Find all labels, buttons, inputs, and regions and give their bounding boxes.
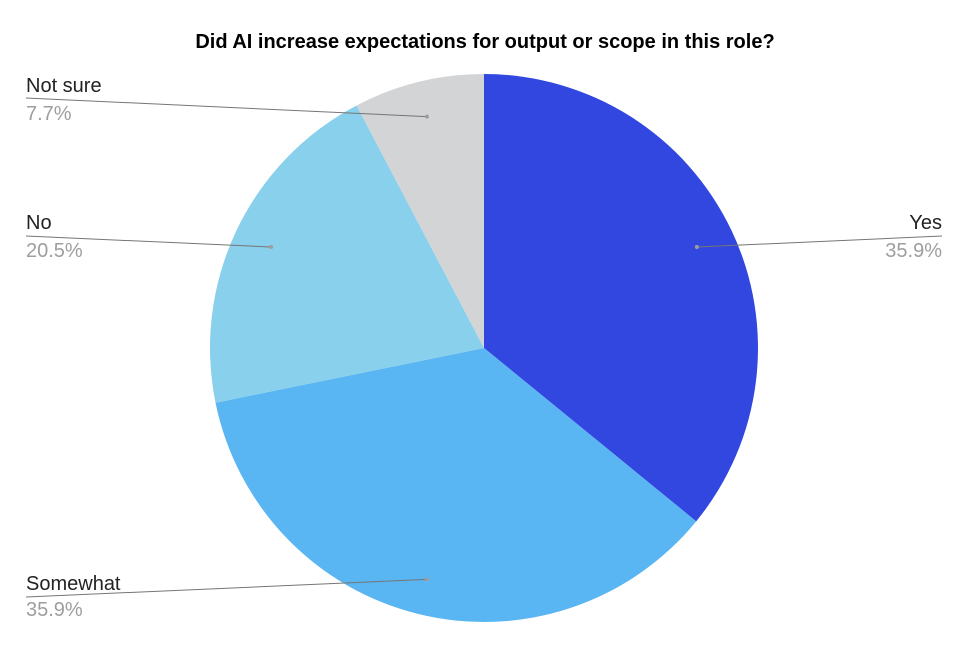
pie-slice-somewhat bbox=[215, 348, 697, 622]
leader-dot-somewhat bbox=[424, 577, 429, 582]
slice-label-no: No bbox=[26, 212, 52, 234]
pie-slices bbox=[210, 74, 758, 622]
slice-label-yes: Yes bbox=[909, 212, 942, 234]
slice-percent-somewhat: 35.9% bbox=[26, 599, 83, 621]
slice-percent-no: 20.5% bbox=[26, 240, 83, 262]
chart-title: Did AI increase expectations for output … bbox=[195, 31, 774, 53]
slice-labels: Yes 35.9% Somewhat 35.9% No 20.5% Not sure 7.7% bbox=[25, 75, 943, 621]
leader-line-not-sure bbox=[25, 97, 427, 118]
leader-dot-no bbox=[269, 245, 274, 249]
slice-percent-not-sure: 7.7% bbox=[26, 103, 72, 125]
slice-label-somewhat: Somewhat bbox=[26, 573, 121, 595]
leader-dot-not-sure bbox=[424, 114, 429, 119]
pie-slice-yes bbox=[484, 74, 758, 522]
slice-label-not-sure: Not sure bbox=[26, 75, 102, 97]
slice-percent-yes: 35.9% bbox=[885, 240, 942, 262]
leader-line-yes bbox=[696, 235, 943, 248]
pie-slice-not-sure bbox=[356, 74, 484, 348]
leader-dot-yes bbox=[694, 245, 699, 249]
leader-line-no bbox=[25, 235, 272, 248]
pie-slice-no bbox=[210, 105, 485, 403]
leader-line-somewhat bbox=[25, 578, 427, 598]
